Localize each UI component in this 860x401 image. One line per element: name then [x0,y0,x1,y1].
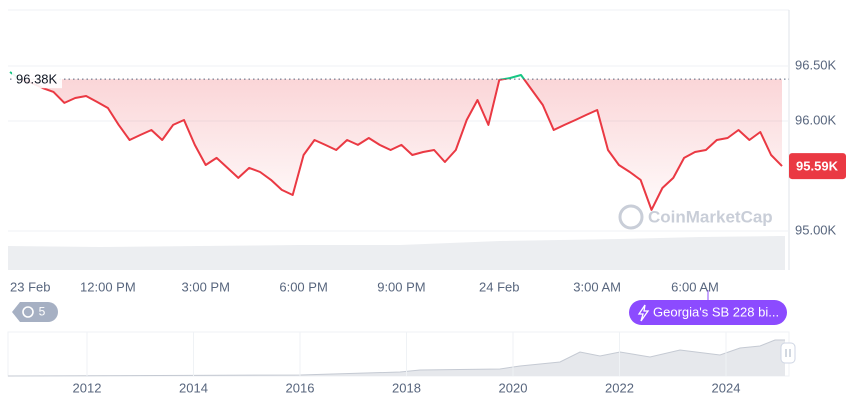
price-line [18,79,783,211]
event-text: Georgia's SB 228 bi... [653,304,779,319]
x-tick-label: 3:00 PM [182,279,230,294]
event-shape [629,300,787,325]
x-tick-label: 9:00 PM [377,279,425,294]
navigator-line [7,339,785,377]
navigator-year: 2022 [605,380,634,395]
reference-label-bg [12,70,62,89]
x-tick-label: 23 Feb [10,279,50,294]
navigator-handle[interactable] [780,342,796,364]
x-tick-label: 6:00 AM [671,279,719,294]
badge-icon [22,306,34,318]
navigator-year: 2020 [499,380,528,395]
y-tick-label: 95.00K [795,222,837,237]
event-icon [637,304,650,322]
y-tick-label: 96.50K [795,57,837,72]
current-label: 95.59K [796,159,839,174]
navigator-year: 2012 [73,380,102,395]
volume-area [8,236,785,270]
x-tick-label: 24 Feb [479,279,519,294]
navigator [7,331,796,377]
x-tick-label: 3:00 AM [573,279,621,294]
watermark-logo [618,204,644,230]
reference-label: 96.38K [16,72,58,87]
area-fill [10,79,782,210]
current-tag [789,153,846,180]
navigator-year: 2014 [179,380,208,395]
navigator-year: 2018 [392,380,421,395]
watermark: CoinMarketCap [648,207,773,226]
event-pill[interactable]: Georgia's SB 228 bi... [629,290,787,325]
navigator-year: 2016 [286,380,315,395]
navigator-year: 2024 [712,380,741,395]
badge-shape [12,302,58,322]
y-tick-label: 96.00K [795,112,837,127]
history-badge[interactable]: 5 [12,302,58,322]
x-tick-label: 6:00 PM [279,279,327,294]
navigator-area [8,340,785,376]
badge-text: 5 [39,305,46,319]
x-tick-label: 12:00 PM [80,279,136,294]
